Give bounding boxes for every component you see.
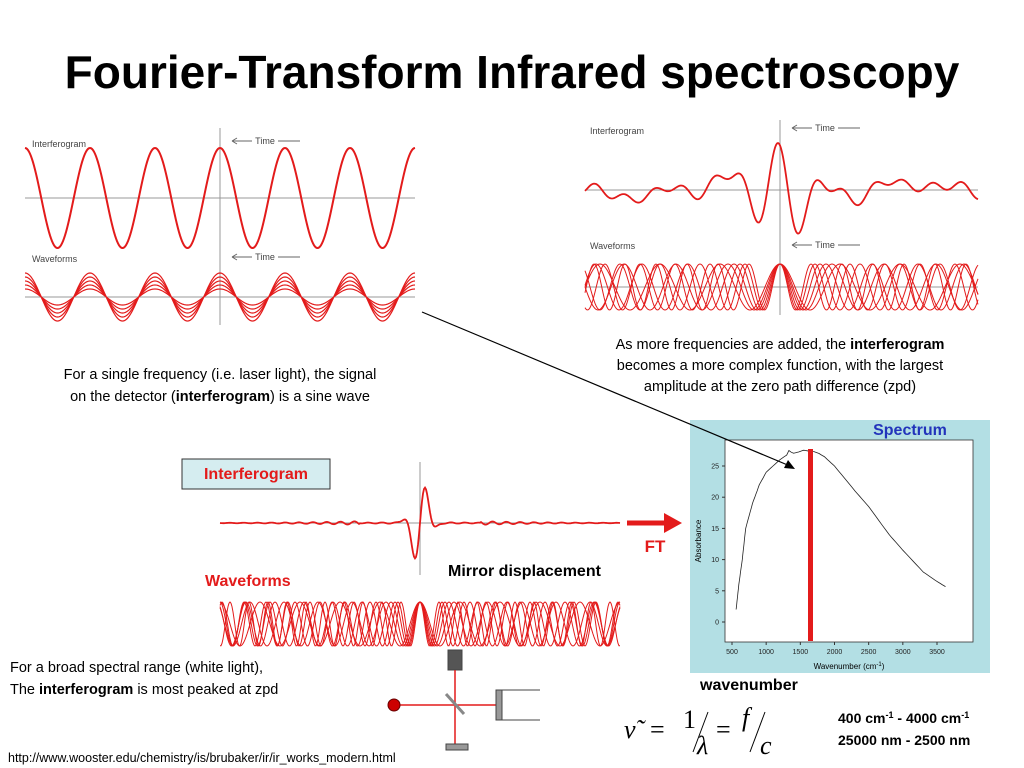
range: 400 cm-1 - 4000 cm-1	[838, 710, 969, 726]
caption: on the detector (interferogram) is a sin…	[70, 389, 370, 405]
wave	[24, 146, 416, 249]
title: Fourier-Transform Infrared spectroscopy	[65, 46, 960, 98]
text: -1	[876, 662, 882, 668]
text: ) is a sine wave	[270, 389, 370, 405]
fraction-bar	[692, 711, 709, 753]
text: =	[650, 715, 665, 744]
label-box	[181, 458, 331, 490]
y-tick-label: 20	[711, 495, 719, 502]
text: -1	[961, 710, 969, 720]
fraction-bar	[749, 711, 766, 753]
panel-label: Waveforms	[32, 254, 78, 264]
range: 25000 nm - 2500 nm	[838, 732, 970, 748]
wave	[584, 141, 979, 235]
label: wavenumber	[699, 677, 798, 694]
text: on the detector (	[70, 389, 176, 405]
wave	[584, 263, 979, 311]
axis-label: Wavenumber (cm-1)	[814, 662, 885, 671]
time-label: Time	[255, 136, 275, 146]
arrow	[791, 124, 860, 132]
text: is most peaked at zpd	[133, 682, 278, 698]
arrowhead	[664, 513, 682, 533]
formula: ν̃ = 1 λ = f c	[624, 703, 772, 760]
right-panel: Interferogram Waveforms Time Time	[584, 120, 979, 315]
wave	[24, 288, 416, 306]
wave	[24, 272, 416, 322]
wave	[24, 280, 416, 314]
wave	[24, 276, 416, 318]
left-panel: Interferogram Waveforms Time Time	[24, 128, 416, 325]
text: ν̃	[624, 715, 647, 744]
x-tick-label: 2000	[827, 649, 843, 656]
label: Interferogram	[204, 466, 308, 483]
text: c	[760, 731, 772, 760]
text: λ	[696, 731, 708, 760]
interferometer	[387, 649, 540, 751]
text: -1	[885, 710, 893, 720]
arrowhead	[784, 460, 795, 469]
text: The	[10, 682, 39, 698]
arrow	[231, 137, 300, 145]
label: Waveforms	[205, 573, 291, 590]
x-tick-label: 500	[726, 649, 738, 656]
footer-url: http://www.wooster.edu/chemistry/is/brub…	[8, 751, 396, 765]
text: )	[882, 662, 885, 671]
x-tick-label: 1500	[793, 649, 809, 656]
caption: becomes a more complex function, with th…	[617, 358, 943, 374]
plot-area	[724, 439, 974, 643]
y-tick-label: 5	[715, 588, 719, 595]
text: Wavenumber (cm	[814, 662, 877, 671]
y-tick-label: 25	[711, 464, 719, 471]
panel-label: Waveforms	[590, 241, 636, 251]
wave	[24, 284, 416, 310]
axis-label: Absorbance	[694, 519, 703, 562]
y-tick-label: 0	[715, 620, 719, 627]
text: interferogram	[176, 389, 270, 405]
y-tick-label: 15	[711, 526, 719, 533]
caption: For a broad spectral range (white light)…	[10, 660, 263, 676]
text: 1	[683, 705, 696, 734]
x-tick-label: 1000	[758, 649, 774, 656]
x-tick-label: 3500	[929, 649, 945, 656]
arrow	[791, 241, 860, 249]
caption: For a single frequency (i.e. laser light…	[64, 367, 377, 383]
spectrum-label: Spectrum	[873, 422, 947, 439]
ft-label: FT	[645, 537, 666, 556]
caption: amplitude at the zero path difference (z…	[644, 379, 916, 395]
text: interferogram	[850, 337, 944, 353]
x-tick-label: 2500	[861, 649, 877, 656]
caption: The interferogram is most peaked at zpd	[10, 682, 278, 698]
marker-bar	[808, 449, 813, 641]
text: interferogram	[39, 682, 133, 698]
label: Mirror displacement	[448, 563, 602, 580]
text: 400 cm	[838, 710, 885, 726]
time-label: Time	[815, 123, 835, 133]
panel-label: Interferogram	[590, 126, 644, 136]
y-tick-label: 10	[711, 557, 719, 564]
text: =	[716, 715, 731, 744]
text: f	[742, 703, 753, 732]
time-label: Time	[815, 240, 835, 250]
pointer-line	[421, 311, 791, 467]
caption: As more frequencies are added, the inter…	[616, 337, 945, 353]
text: - 4000 cm	[894, 710, 962, 726]
arrow	[231, 253, 300, 261]
x-tick-label: 3000	[895, 649, 911, 656]
wave	[219, 485, 621, 561]
text: As more frequencies are added, the	[616, 337, 851, 353]
wave	[220, 601, 620, 647]
panel-label: Interferogram	[32, 139, 86, 149]
time-label: Time	[255, 252, 275, 262]
